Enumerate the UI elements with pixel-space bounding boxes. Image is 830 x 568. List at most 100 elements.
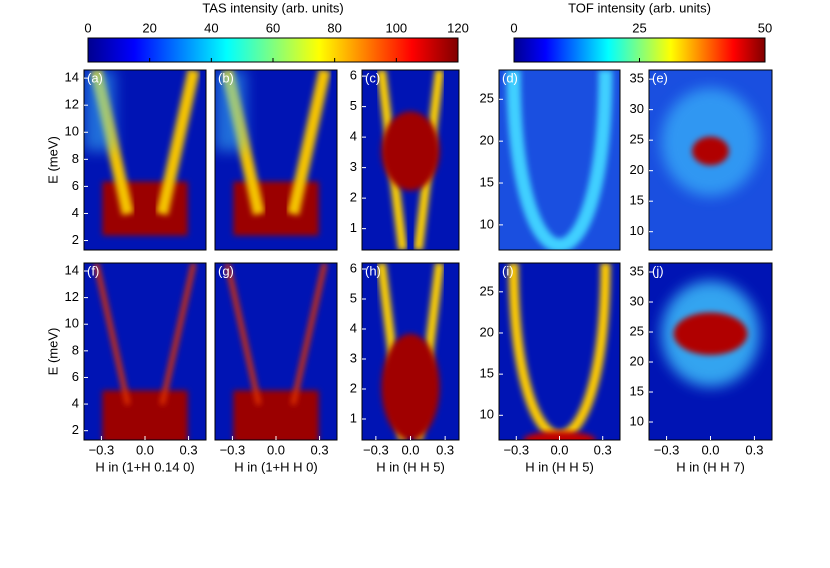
heatmap-blob [233,390,319,440]
x-tick-label: 0.3 [436,442,454,457]
y-tick-label: 10 [630,223,644,238]
heatmap-streak [224,263,262,406]
x-tick-label: −0.3 [654,442,680,457]
heatmap-blob [673,312,748,356]
x-tick-label: 0.0 [401,442,419,457]
y-tick-label: 2 [350,190,357,205]
panel-label: (a) [87,70,103,85]
heatmap [84,70,206,250]
y-tick-label: 20 [480,133,494,148]
y-tick-label: 4 [72,205,79,220]
x-axis-label: H in (H H 5) [376,459,445,474]
x-tick-label: 0.3 [311,442,329,457]
y-tick-label: 3 [350,350,357,365]
y-tick-label: 10 [480,407,494,422]
colorbar-title: TAS intensity (arb. units) [202,0,343,15]
x-axis-label: H in (H H 7) [676,459,745,474]
y-tick-label: 1 [350,220,357,235]
heatmap-glow [215,70,246,151]
y-tick-label: 10 [65,316,79,331]
y-tick-label: 8 [72,342,79,357]
y-tick-label: 6 [350,68,357,83]
x-tick-label: −0.3 [89,442,115,457]
y-tick-label: 30 [630,101,644,116]
heatmap-blob [102,181,188,236]
colorbar-tick-label: 60 [266,20,280,35]
x-tick-label: 0.3 [745,442,763,457]
heatmap-blob [523,431,596,440]
panel-label: (h) [365,263,381,278]
heatmap-blob [102,390,188,440]
x-tick-label: 0.3 [594,442,612,457]
heatmap-streak [156,70,200,216]
colorbar-tick-label: 80 [327,20,341,35]
panel-label: (g) [218,263,234,278]
y-tick-label: 2 [350,380,357,395]
y-axis-label: E (meV) [45,328,60,376]
y-tick-label: 35 [630,71,644,86]
heatmap [362,70,459,250]
y-tick-label: 25 [630,132,644,147]
heatmap-blob [692,136,729,166]
colorbar-tick-label: 0 [510,20,517,35]
y-tick-label: 2 [72,232,79,247]
colorbar-title: TOF intensity (arb. units) [568,0,711,15]
colorbar-tick-label: 120 [447,20,469,35]
panel-label: (i) [502,263,514,278]
x-tick-label: 0.0 [267,442,285,457]
y-tick-label: 6 [350,260,357,275]
y-tick-label: 12 [65,97,79,112]
y-tick-label: 35 [630,263,644,278]
panel-label: (d) [502,70,518,85]
y-tick-label: 6 [72,369,79,384]
heatmap [215,70,337,250]
x-axis-label: H in (1+H 0.14 0) [95,459,194,474]
heatmap-streak [290,263,328,406]
x-tick-label: 0.3 [180,442,198,457]
y-tick-label: 4 [350,129,357,144]
heatmap-blob [381,111,440,191]
y-tick-label: 10 [630,413,644,428]
x-tick-label: −0.3 [503,442,529,457]
frame [214,69,338,251]
y-tick-label: 14 [65,70,79,85]
heatmap-blob [233,181,319,236]
colorbar-tick-label: 0 [84,20,91,35]
heatmap [649,70,772,250]
y-tick-label: 10 [480,216,494,231]
y-tick-label: 15 [480,174,494,189]
frame [648,69,773,251]
y-tick-label: 5 [350,290,357,305]
y-tick-label: 15 [480,366,494,381]
x-tick-label: −0.3 [220,442,246,457]
colorbar-tick-label: 25 [632,20,646,35]
y-tick-label: 20 [630,162,644,177]
x-axis-label: H in (1+H H 0) [234,459,317,474]
x-tick-label: −0.3 [363,442,389,457]
y-axis-label: E (meV) [45,136,60,184]
y-tick-label: 25 [630,323,644,338]
heatmap [84,263,206,440]
colorbar-tick-label: 40 [204,20,218,35]
y-tick-label: 20 [630,353,644,368]
y-tick-label: 14 [65,262,79,277]
heatmap-streak [93,263,131,406]
y-tick-label: 5 [350,98,357,113]
heatmap [649,263,772,440]
frame [361,69,460,251]
heatmap [362,263,459,440]
panel-label: (c) [365,70,380,85]
y-tick-label: 15 [630,383,644,398]
y-tick-label: 8 [72,151,79,166]
heatmap [499,263,620,440]
colorbar-tick-label: 100 [385,20,407,35]
x-tick-label: 0.0 [550,442,568,457]
colorbar-tick-label: 50 [758,20,772,35]
y-tick-label: 20 [480,324,494,339]
heatmap-streak [506,70,613,250]
y-tick-label: 3 [350,159,357,174]
colorbar-tick-label: 20 [142,20,156,35]
y-tick-label: 6 [72,178,79,193]
panel-label: (j) [652,263,664,278]
